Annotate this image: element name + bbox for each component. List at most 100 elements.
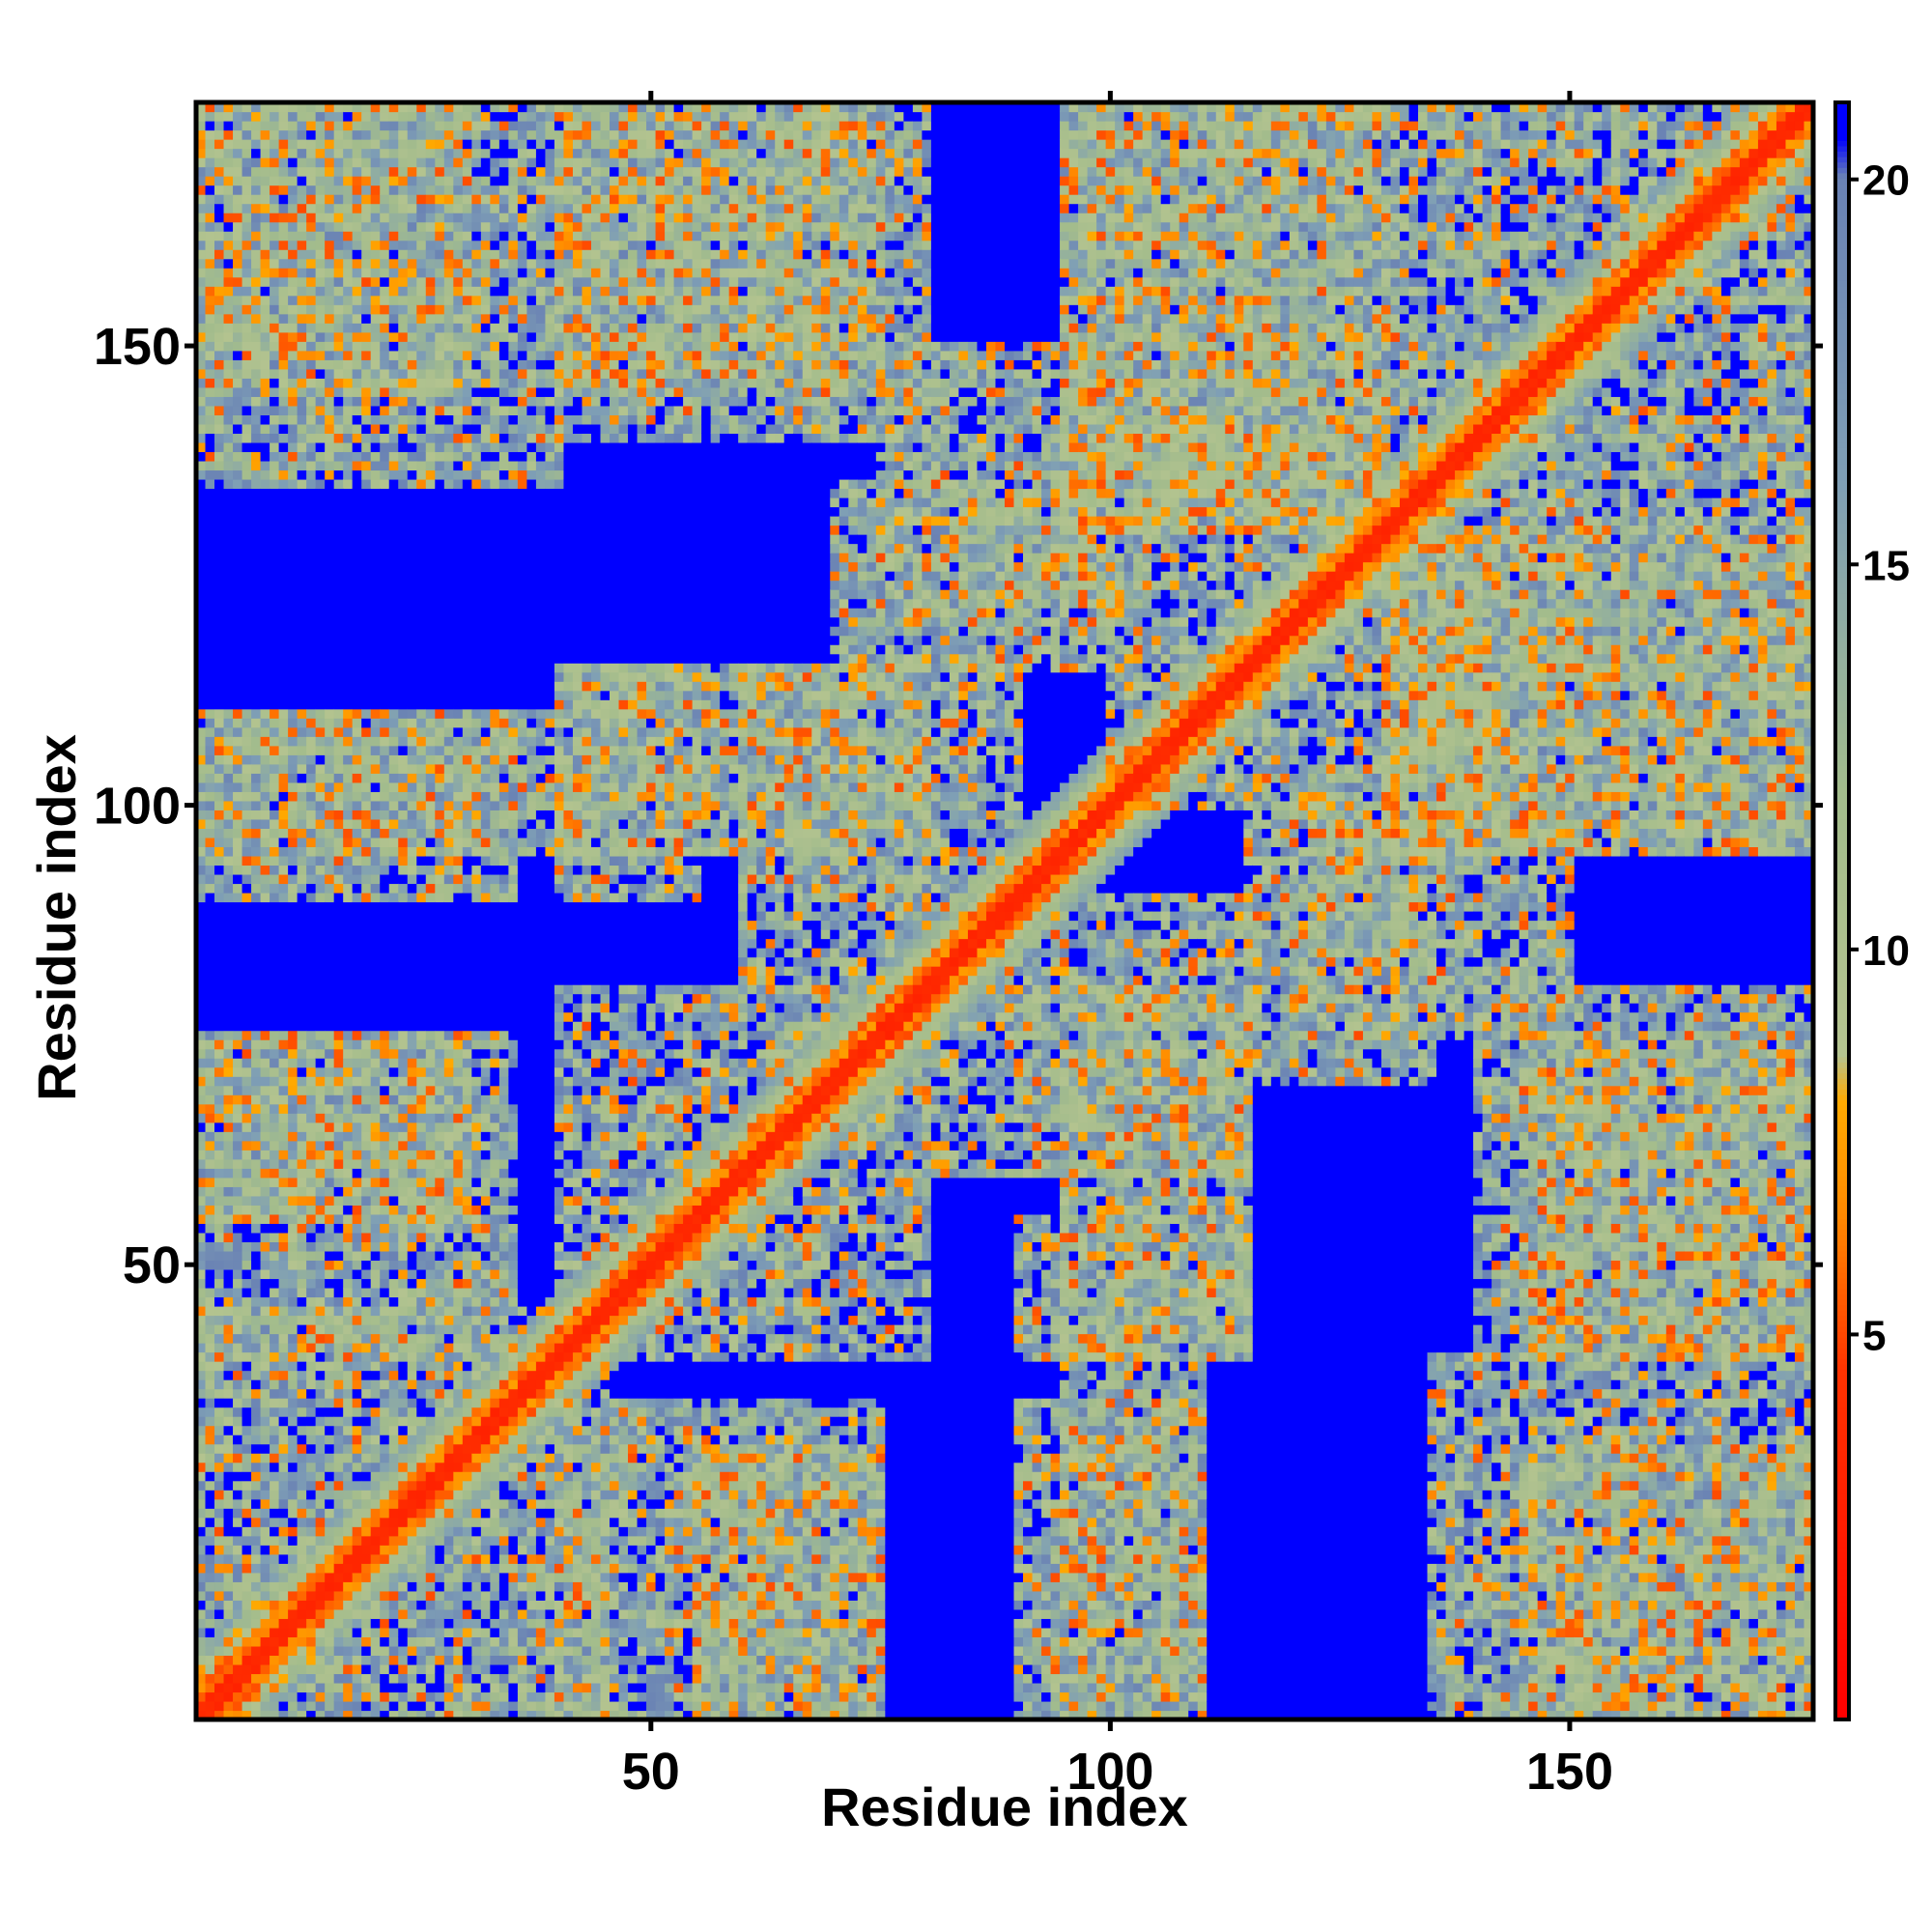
heatmap-cell bbox=[242, 818, 252, 829]
heatmap-cell bbox=[214, 920, 225, 930]
heatmap-cell bbox=[260, 1223, 270, 1234]
heatmap-cell bbox=[407, 608, 417, 618]
heatmap-cell bbox=[270, 911, 280, 922]
heatmap-cell bbox=[297, 1058, 307, 1068]
heatmap-cell bbox=[388, 1287, 399, 1298]
heatmap-cell bbox=[260, 1545, 270, 1555]
heatmap-cell bbox=[297, 1700, 307, 1712]
heatmap-cell bbox=[288, 1011, 298, 1022]
heatmap-cell bbox=[214, 1526, 225, 1537]
heatmap-cell bbox=[407, 129, 417, 140]
heatmap-cell bbox=[196, 1131, 207, 1142]
heatmap-cell bbox=[435, 911, 445, 922]
heatmap-cell bbox=[306, 1232, 317, 1243]
heatmap-cell bbox=[333, 1563, 344, 1574]
heatmap-cell bbox=[325, 525, 335, 535]
heatmap-cell bbox=[260, 1039, 270, 1050]
heatmap-cell bbox=[333, 984, 344, 995]
heatmap-cell bbox=[205, 800, 215, 810]
heatmap-cell bbox=[288, 1590, 298, 1601]
heatmap-cell bbox=[233, 249, 243, 260]
heatmap-cell bbox=[343, 1480, 354, 1491]
heatmap-cell bbox=[370, 231, 381, 242]
heatmap-cell bbox=[416, 929, 427, 940]
heatmap-cell bbox=[361, 268, 372, 278]
heatmap-cell bbox=[288, 378, 298, 388]
heatmap-cell bbox=[315, 754, 326, 765]
heatmap-cell bbox=[196, 1021, 207, 1032]
heatmap-cell bbox=[205, 1480, 215, 1491]
heatmap-cell bbox=[278, 901, 289, 912]
heatmap-cell bbox=[453, 1490, 464, 1500]
heatmap-cell bbox=[278, 1186, 289, 1197]
heatmap-cell bbox=[361, 571, 372, 582]
heatmap-cell bbox=[315, 699, 326, 710]
heatmap-cell bbox=[223, 441, 234, 453]
heatmap-cell bbox=[352, 1645, 362, 1657]
heatmap-cell bbox=[370, 341, 381, 352]
heatmap-cell bbox=[398, 1030, 409, 1040]
heatmap-cell bbox=[416, 1480, 427, 1491]
heatmap-cell bbox=[333, 1691, 344, 1702]
heatmap-cell bbox=[435, 1563, 445, 1574]
heatmap-cell bbox=[343, 984, 354, 995]
heatmap-cell bbox=[270, 837, 280, 848]
heatmap-cell bbox=[388, 873, 399, 885]
heatmap-cell bbox=[361, 1453, 372, 1463]
heatmap-cell bbox=[288, 194, 298, 205]
heatmap-cell bbox=[325, 1021, 335, 1032]
heatmap-cell bbox=[443, 378, 454, 388]
heatmap-cell bbox=[288, 1268, 298, 1280]
heatmap-cell bbox=[223, 111, 234, 122]
heatmap-cell bbox=[223, 1158, 234, 1169]
heatmap-cell bbox=[388, 1223, 399, 1234]
heatmap-cell bbox=[361, 213, 372, 223]
heatmap-cell bbox=[361, 433, 372, 443]
heatmap-cell bbox=[315, 773, 326, 783]
heatmap-cell bbox=[315, 1608, 326, 1619]
heatmap-cell bbox=[205, 1435, 215, 1445]
heatmap-cell bbox=[223, 1195, 234, 1206]
heatmap-cell bbox=[435, 608, 445, 618]
heatmap-cell bbox=[242, 1645, 252, 1657]
heatmap-cell bbox=[380, 451, 390, 462]
heatmap-cell bbox=[407, 1213, 417, 1224]
heatmap-cell bbox=[251, 1435, 262, 1445]
heatmap-cell bbox=[333, 1627, 344, 1637]
heatmap-cell bbox=[388, 185, 399, 195]
heatmap-cell bbox=[380, 414, 390, 425]
heatmap-cell bbox=[270, 1663, 280, 1675]
heatmap-cell bbox=[205, 1213, 215, 1224]
heatmap-cell bbox=[233, 268, 243, 278]
heatmap-cell bbox=[297, 1021, 307, 1032]
heatmap-cell bbox=[380, 1250, 390, 1262]
heatmap-cell bbox=[443, 1333, 454, 1344]
heatmap-cell bbox=[388, 221, 399, 232]
heatmap-cell bbox=[260, 1370, 270, 1380]
heatmap-cell bbox=[407, 975, 417, 985]
heatmap-cell bbox=[223, 975, 234, 985]
heatmap-cell bbox=[278, 1636, 289, 1647]
heatmap-cell bbox=[352, 635, 362, 645]
heatmap-cell bbox=[251, 1673, 262, 1684]
heatmap-cell bbox=[435, 1453, 445, 1463]
heatmap-cell bbox=[242, 800, 252, 810]
heatmap-cell bbox=[443, 488, 454, 498]
heatmap-cell bbox=[260, 1113, 270, 1123]
heatmap-cell bbox=[343, 883, 354, 894]
heatmap-cell bbox=[443, 1590, 454, 1601]
heatmap-cell bbox=[233, 1085, 243, 1095]
heatmap-cell bbox=[416, 1278, 427, 1289]
heatmap-cell bbox=[251, 929, 262, 940]
heatmap-cell bbox=[278, 663, 289, 673]
heatmap-cell bbox=[416, 1140, 427, 1151]
heatmap-cell bbox=[214, 1435, 225, 1445]
heatmap-cell bbox=[370, 1590, 381, 1601]
heatmap-cell bbox=[260, 810, 270, 820]
heatmap-cell bbox=[205, 1682, 215, 1693]
heatmap-cell bbox=[416, 488, 427, 498]
heatmap-cell bbox=[435, 626, 445, 637]
heatmap-cell bbox=[242, 1370, 252, 1380]
heatmap-cell bbox=[407, 681, 417, 692]
heatmap-cell bbox=[325, 1260, 335, 1270]
